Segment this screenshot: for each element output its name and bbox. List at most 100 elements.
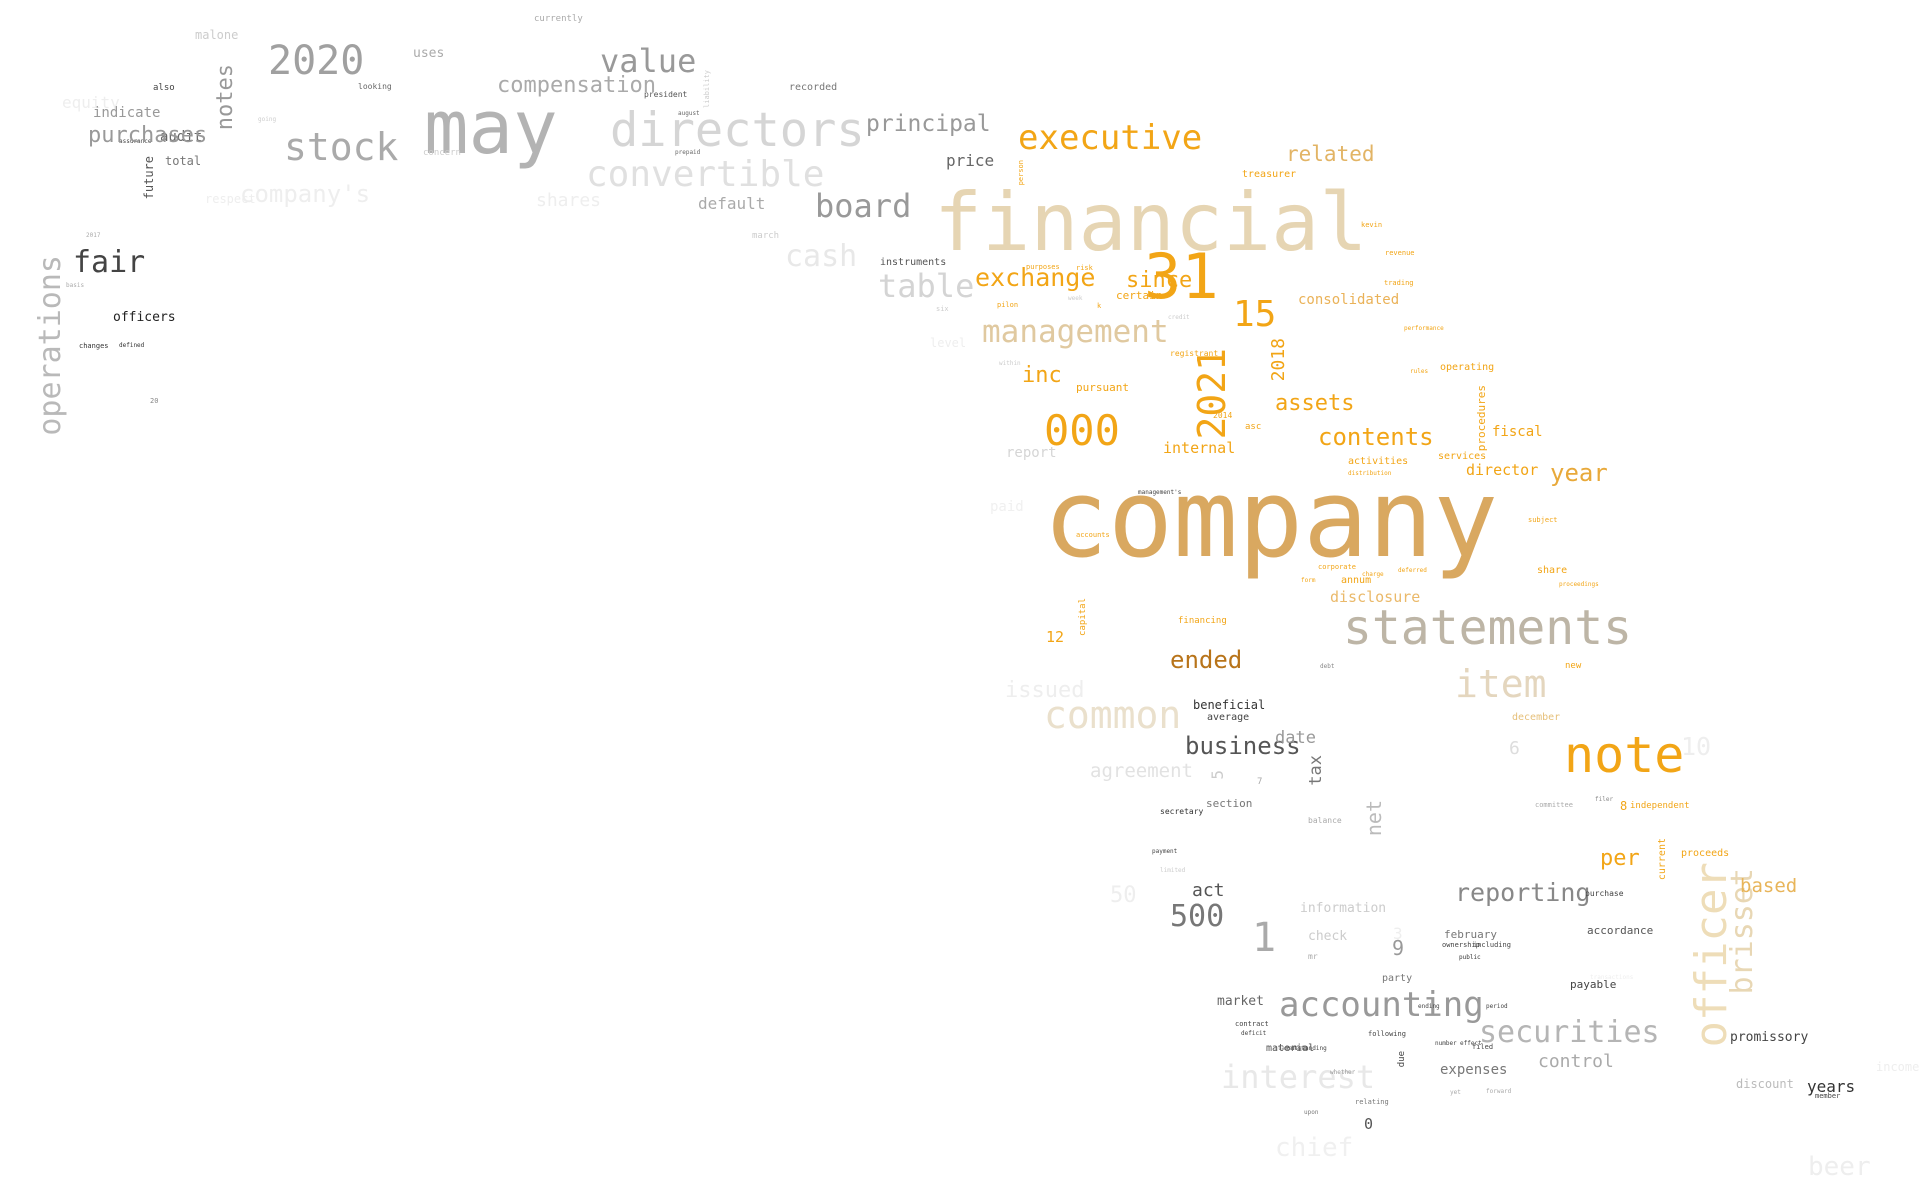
word: looking [358,82,392,91]
word: prepaid [675,149,701,156]
word: activities [1348,456,1409,467]
word: ownership [1442,941,1480,949]
word: 3 [1393,924,1403,943]
word: notes [213,64,238,131]
word: consolidated [1298,292,1400,308]
word: person [1017,160,1025,186]
word: contents [1318,423,1434,451]
word: services [1438,451,1487,462]
word: whether [1330,1069,1356,1076]
word: issued [1005,678,1085,703]
word: market [1217,994,1264,1009]
word: public [1459,954,1481,961]
word: limited [1160,867,1186,874]
word: outstanding [1287,1045,1327,1052]
word: k [1097,302,1102,310]
word: director [1466,461,1539,479]
word: officers [113,310,176,325]
word: revenue [1385,249,1415,257]
word: value [600,42,697,80]
word: audit [160,129,203,145]
word: defined [119,342,145,349]
word: proceedings [1559,581,1599,588]
word: independent [1630,801,1690,811]
word: fair [73,245,146,280]
word: contract [1235,1020,1269,1028]
word: 2014 [1213,411,1233,420]
word: new [1565,661,1582,671]
word: material [1266,1043,1315,1054]
word: operating [1440,362,1495,373]
word: beneficial [1193,698,1266,712]
word: filer [1595,796,1614,803]
word: date [1275,728,1316,748]
word: assets [1275,391,1355,416]
word: management [982,314,1169,350]
word: promissory [1730,1030,1809,1045]
word: price [946,151,995,170]
word: 10 [1681,732,1712,761]
word: agreement [1090,760,1193,782]
word: performance [1404,325,1444,332]
word: corporate [1318,563,1356,571]
word: period [1486,1003,1508,1010]
word: number [1435,1040,1457,1047]
word: related [1286,142,1375,166]
word: 5 [1208,770,1227,780]
word: august [678,110,700,117]
word: statement [1274,1045,1307,1052]
word: recorded [789,82,838,93]
word: changes [79,342,109,350]
word: credit [1168,314,1190,321]
word: purchases [88,123,208,148]
word: liability [703,70,711,108]
word: president [644,90,688,99]
word: malone [195,28,239,42]
word: total [165,154,202,168]
word: proceeds [1681,848,1730,859]
word: paid [990,499,1024,515]
word: business [1185,732,1301,760]
word: 8 [1620,799,1628,813]
word: share [1537,565,1568,576]
word: yet [1450,1089,1461,1096]
word: subject [1528,516,1558,524]
word: 7 [1257,777,1263,787]
word: accordance [1587,924,1654,937]
word: certain [1116,289,1163,302]
word: currently [534,14,583,24]
word: 2020 [268,38,365,84]
word: per [1600,846,1640,871]
word: march [752,231,780,241]
word: item [1455,662,1547,706]
word: indicate [93,105,161,121]
word: stock [284,125,399,169]
word: week [1068,295,1083,302]
word: income [1876,1060,1920,1074]
word: reporting [1455,878,1591,907]
word: tax [1306,755,1326,786]
word: 20 [150,397,159,405]
word: shares [536,190,602,211]
word: pilon [997,301,1019,309]
word: following [1368,1030,1406,1038]
word: expenses [1440,1062,1508,1078]
word: interest [1221,1058,1376,1096]
word: 2021 [1190,348,1234,440]
word: asc [1245,422,1262,432]
word: 15 [1233,294,1277,335]
word: risk [1076,264,1093,272]
word: mr [1308,952,1318,961]
word: 6 [1509,738,1520,759]
word: december [1512,712,1561,723]
word: charge [1362,571,1384,578]
word: accounting [1279,985,1484,1025]
word: filed [1472,1043,1494,1051]
word: balance [1308,816,1342,825]
word: may [424,85,558,171]
word: deficit [1241,1030,1267,1037]
word: 12 [1046,628,1065,646]
word: forward [1486,1088,1512,1095]
word: current [1657,838,1668,881]
word: 50 [1110,883,1137,908]
